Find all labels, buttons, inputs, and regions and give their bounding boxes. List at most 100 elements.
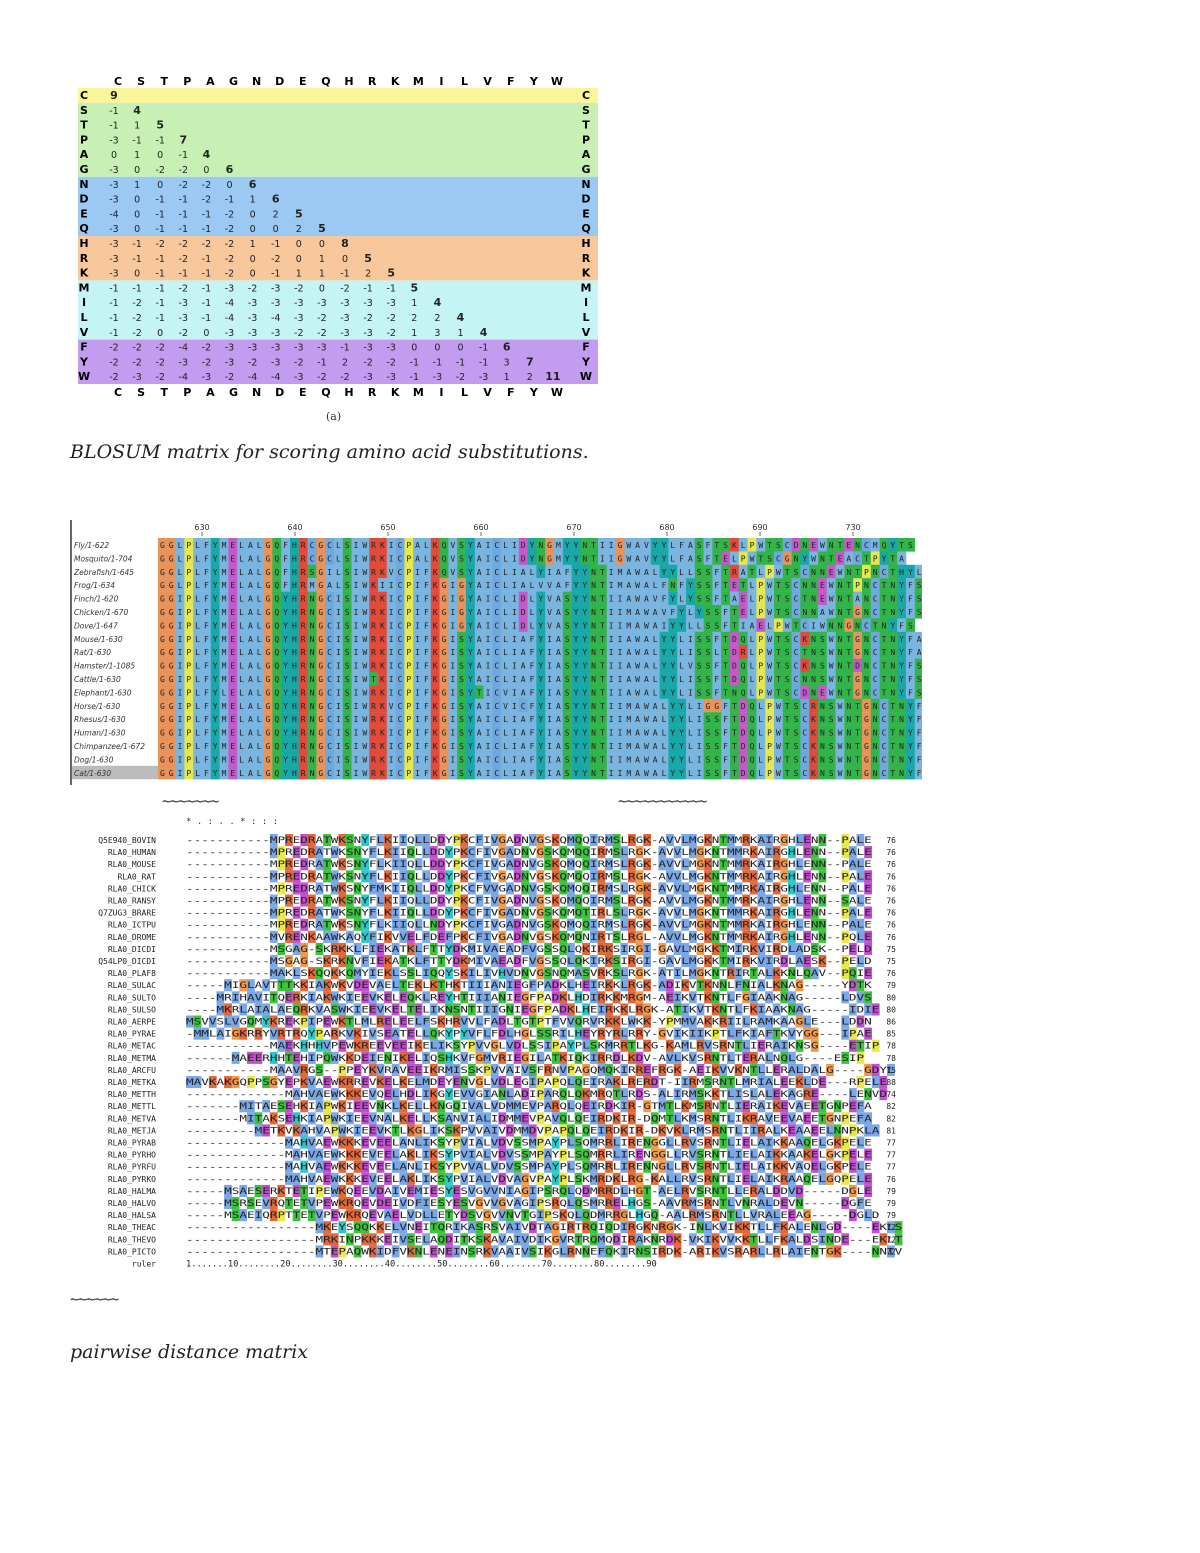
residue-cell (703, 725, 713, 740)
residue: I (512, 755, 517, 764)
residue: M (222, 755, 227, 764)
residue-cell (712, 752, 722, 766)
residue-cell (780, 1172, 789, 1185)
sequence-end: 76 (886, 909, 896, 918)
matrix-score: -1 (410, 357, 419, 368)
residue: S (714, 621, 719, 630)
residue: A (644, 595, 649, 604)
residue-cell (756, 739, 766, 753)
residue: K (811, 729, 816, 738)
residue-cell (803, 955, 812, 968)
residue-cell (475, 979, 484, 992)
residue-cell (307, 967, 316, 980)
residue-cell (460, 930, 469, 943)
residue-cell (269, 1112, 278, 1125)
residue-cell (193, 631, 203, 646)
residue-cell (627, 918, 636, 931)
residue-cell (175, 631, 185, 646)
matrix-score: -3 (433, 372, 442, 383)
matrix-score: -2 (225, 254, 234, 265)
residue: L (257, 769, 262, 778)
figure-sublabel: (a) (326, 410, 342, 423)
residue: W (767, 675, 772, 684)
residue: I (178, 648, 183, 657)
residue-cell (906, 765, 916, 780)
residue-cell (290, 765, 300, 780)
residue: L (257, 675, 262, 684)
residue-cell (589, 578, 599, 592)
row-header: F (80, 341, 88, 354)
residue-cell (360, 605, 370, 619)
residue: P (406, 568, 411, 577)
residue: L (688, 769, 693, 778)
residue-cell (210, 564, 220, 579)
residue-cell (862, 591, 872, 606)
residue: S (706, 769, 711, 778)
residue: F (424, 581, 429, 590)
residue-cell (782, 578, 792, 592)
residue-cell (406, 967, 415, 980)
matrix-score: -2 (271, 254, 280, 265)
residue-cell (360, 672, 370, 686)
residue-cell (290, 578, 300, 592)
residue: R (371, 729, 376, 738)
residue: Y (213, 742, 218, 751)
residue-cell (202, 752, 212, 766)
residue-cell (330, 967, 339, 980)
residue-cell (263, 765, 273, 780)
residue: Y (468, 635, 473, 644)
residue: L (530, 581, 535, 590)
matrix-score: 0 (296, 239, 302, 250)
residue-cell (597, 1172, 606, 1185)
residue-cell (780, 930, 789, 943)
residue-cell (844, 698, 854, 713)
residue-cell (254, 591, 264, 606)
residue-cell (386, 538, 396, 552)
residue: K (433, 769, 438, 778)
residue-cell (490, 882, 499, 895)
residue: Q (274, 568, 279, 577)
residue-cell (545, 712, 555, 726)
residue-cell (193, 538, 203, 552)
residue-cell (749, 1172, 758, 1185)
residue: L (424, 554, 429, 563)
residue-cell (483, 1003, 491, 1016)
residue: N (591, 702, 596, 711)
species-label: Cat/1-630 (74, 769, 111, 778)
matrix-score: -2 (225, 269, 234, 280)
residue-cell (246, 631, 256, 646)
sequence-end: 76 (886, 836, 896, 845)
residue-cell (414, 1100, 423, 1113)
residue-cell (536, 955, 545, 968)
residue-cell (782, 591, 792, 606)
residue-cell (483, 1112, 491, 1125)
residue-cell (490, 1100, 499, 1113)
residue: K (433, 608, 438, 617)
residue: I (618, 635, 623, 644)
residue: K (380, 621, 385, 630)
matrix-score: 1 (250, 239, 256, 250)
residue-cell (787, 870, 796, 883)
residue-cell (430, 605, 440, 619)
residue-cell (351, 712, 361, 726)
residue-cell (513, 979, 522, 992)
residue-cell (765, 698, 775, 713)
residue-cell (856, 1172, 865, 1185)
residue-cell (281, 712, 291, 726)
residue-cell (677, 631, 687, 646)
residue: E (230, 755, 235, 764)
residue-cell (615, 605, 625, 619)
residue-cell (315, 882, 324, 895)
residue: T (776, 608, 781, 617)
residue: P (406, 662, 411, 671)
residue: Y (899, 581, 904, 590)
residue-cell (166, 538, 176, 552)
residue-cell (795, 1076, 804, 1089)
residue: V (547, 621, 552, 630)
residue-cell (315, 942, 324, 955)
residue-cell (589, 538, 599, 552)
residue-cell (298, 645, 308, 659)
residue-cell (368, 1124, 377, 1137)
residue: L (239, 581, 244, 590)
residue-cell (386, 658, 396, 673)
